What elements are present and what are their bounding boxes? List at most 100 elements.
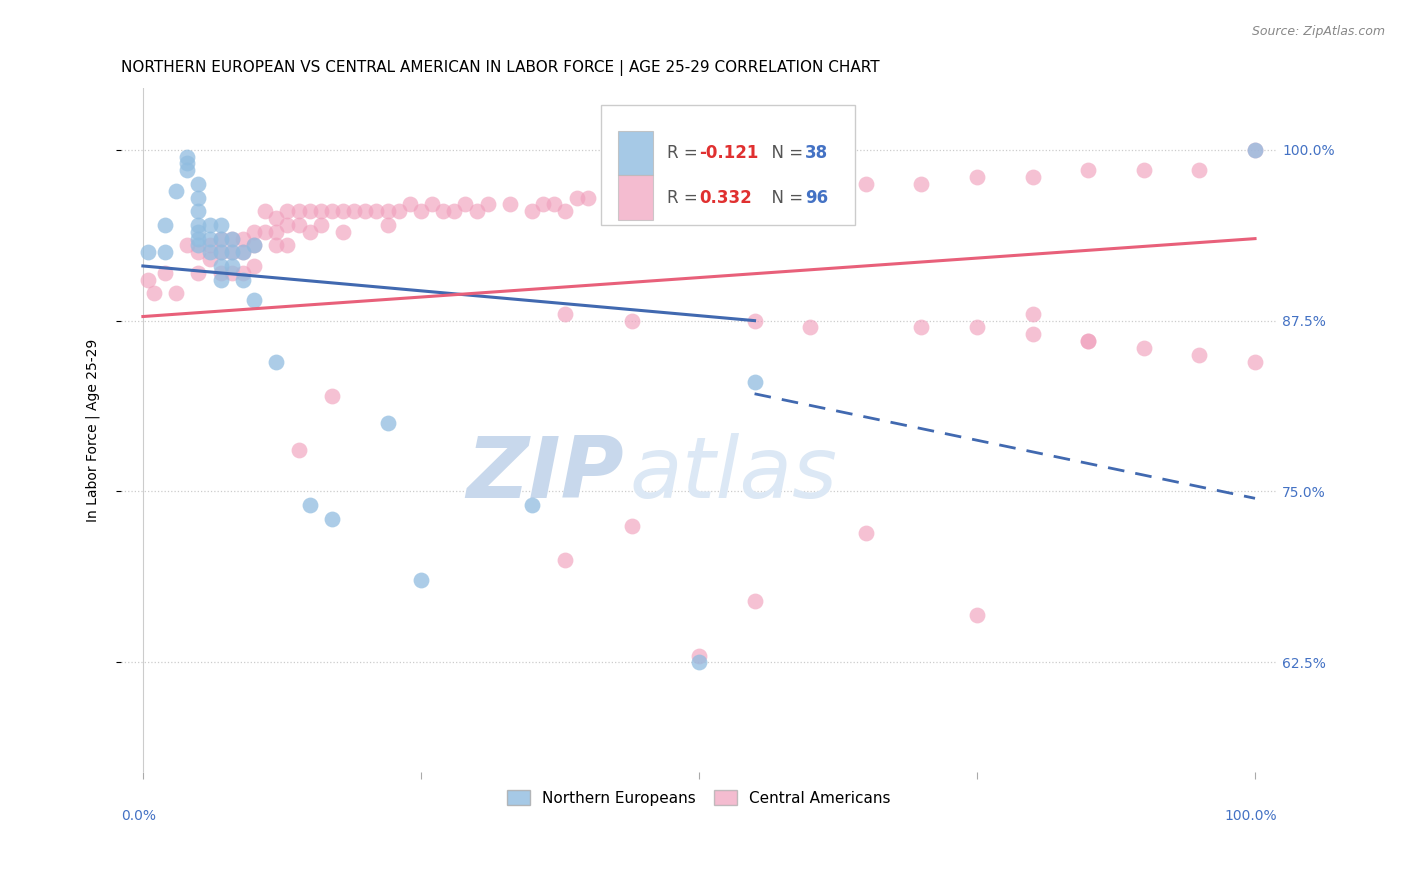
Point <box>366 204 388 219</box>
Point <box>855 177 877 191</box>
Point <box>221 245 243 260</box>
Point <box>321 512 343 526</box>
Point <box>554 307 576 321</box>
Point <box>966 320 988 334</box>
Point <box>554 204 576 219</box>
Point <box>354 204 377 219</box>
Point <box>688 184 710 198</box>
Text: N =: N = <box>762 145 808 162</box>
Text: Source: ZipAtlas.com: Source: ZipAtlas.com <box>1251 25 1385 38</box>
Point <box>966 170 988 185</box>
Point <box>165 286 187 301</box>
Point <box>221 259 243 273</box>
Y-axis label: In Labor Force | Age 25-29: In Labor Force | Age 25-29 <box>86 338 100 522</box>
Point <box>377 218 399 232</box>
Point <box>643 184 665 198</box>
Point <box>966 607 988 622</box>
Text: atlas: atlas <box>630 433 838 516</box>
Text: 0.0%: 0.0% <box>121 809 156 823</box>
Point <box>232 272 254 286</box>
Point <box>266 354 288 368</box>
Text: 0.332: 0.332 <box>699 188 752 207</box>
Point <box>621 518 644 533</box>
Point <box>576 191 599 205</box>
Point <box>176 156 198 170</box>
Point <box>910 320 932 334</box>
Point <box>243 238 266 252</box>
Point <box>1188 348 1211 362</box>
Text: 100.0%: 100.0% <box>1225 809 1277 823</box>
Point <box>1021 307 1043 321</box>
Point <box>309 218 332 232</box>
Point <box>209 232 232 246</box>
Point <box>520 498 543 512</box>
Point <box>688 656 710 670</box>
Point <box>744 184 766 198</box>
Point <box>565 191 588 205</box>
Point <box>332 225 354 239</box>
Text: NORTHERN EUROPEAN VS CENTRAL AMERICAN IN LABOR FORCE | AGE 25-29 CORRELATION CHA: NORTHERN EUROPEAN VS CENTRAL AMERICAN IN… <box>121 60 879 76</box>
Point <box>221 266 243 280</box>
Point <box>209 259 232 273</box>
Point <box>254 204 277 219</box>
Point <box>688 648 710 663</box>
Point <box>454 197 477 211</box>
Point <box>744 313 766 327</box>
Point <box>276 218 298 232</box>
Point <box>432 204 454 219</box>
Point <box>465 204 488 219</box>
Point <box>221 232 243 246</box>
Point <box>799 177 821 191</box>
Point <box>209 232 232 246</box>
Point <box>343 204 366 219</box>
Point <box>276 238 298 252</box>
Legend: Northern Europeans, Central Americans: Northern Europeans, Central Americans <box>501 784 897 812</box>
Point <box>554 553 576 567</box>
Point <box>377 204 399 219</box>
Point <box>443 204 465 219</box>
Point <box>1244 143 1267 157</box>
Point <box>243 225 266 239</box>
Point <box>744 375 766 389</box>
Point <box>209 272 232 286</box>
Point <box>266 238 288 252</box>
Point <box>187 245 209 260</box>
Point <box>1021 170 1043 185</box>
Text: ZIP: ZIP <box>467 433 624 516</box>
Point <box>1244 354 1267 368</box>
Point <box>209 218 232 232</box>
Point <box>243 238 266 252</box>
Point <box>1077 334 1099 348</box>
Point <box>232 266 254 280</box>
Point <box>409 204 432 219</box>
Text: -0.121: -0.121 <box>699 145 758 162</box>
Point <box>499 197 522 211</box>
Point <box>138 245 160 260</box>
FancyBboxPatch shape <box>619 176 652 219</box>
Point <box>187 204 209 219</box>
Point <box>298 498 321 512</box>
Point <box>287 218 309 232</box>
Point <box>221 232 243 246</box>
Point <box>477 197 499 211</box>
Point <box>298 204 321 219</box>
Point <box>143 286 166 301</box>
Point <box>138 272 160 286</box>
Point <box>1133 163 1156 178</box>
Point <box>621 191 644 205</box>
Point <box>321 389 343 403</box>
Point <box>654 191 676 205</box>
Point <box>543 197 565 211</box>
FancyBboxPatch shape <box>600 105 855 225</box>
Point <box>176 163 198 178</box>
Point <box>377 416 399 430</box>
Point <box>232 245 254 260</box>
Point <box>420 197 443 211</box>
Point <box>621 313 644 327</box>
Point <box>176 238 198 252</box>
Point <box>1021 327 1043 342</box>
Point <box>287 204 309 219</box>
Point <box>409 574 432 588</box>
Point <box>198 218 221 232</box>
Point <box>276 204 298 219</box>
